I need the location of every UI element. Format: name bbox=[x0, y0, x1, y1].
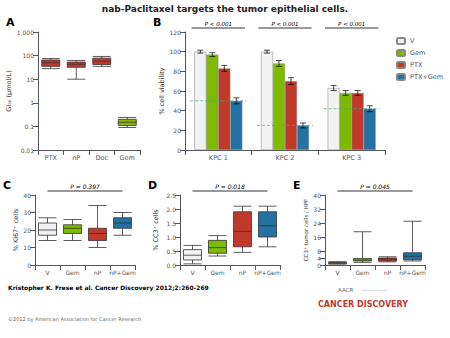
svg-text:0: 0 bbox=[317, 262, 321, 269]
svg-text:GI₅₀ (μmol/L): GI₅₀ (μmol/L) bbox=[5, 70, 13, 111]
svg-text:0.1: 0.1 bbox=[24, 123, 34, 130]
svg-text:P = 0.397: P = 0.397 bbox=[70, 183, 100, 190]
svg-text:40: 40 bbox=[23, 192, 31, 199]
svg-text:V: V bbox=[45, 269, 50, 276]
svg-text:nP: nP bbox=[94, 269, 102, 276]
svg-text:24: 24 bbox=[313, 220, 321, 227]
svg-text:KPC 2: KPC 2 bbox=[276, 154, 295, 162]
svg-text:2.5: 2.5 bbox=[166, 192, 176, 199]
svg-text:KPC 3: KPC 3 bbox=[342, 154, 361, 162]
svg-text:1.5: 1.5 bbox=[166, 220, 176, 227]
svg-text:0.0: 0.0 bbox=[166, 262, 176, 269]
svg-text:nP: nP bbox=[239, 269, 247, 276]
svg-text:10: 10 bbox=[26, 76, 34, 83]
svg-text:nP: nP bbox=[72, 154, 80, 162]
svg-text:C: C bbox=[3, 179, 11, 192]
svg-text:100: 100 bbox=[23, 52, 35, 59]
svg-text:nP: nP bbox=[384, 269, 392, 276]
svg-text:—————: ————— bbox=[362, 287, 387, 293]
svg-text:E: E bbox=[293, 179, 301, 192]
svg-text:8: 8 bbox=[317, 248, 321, 255]
svg-text:nP+Gem: nP+Gem bbox=[399, 269, 426, 276]
svg-text:1: 1 bbox=[30, 99, 34, 106]
svg-text:CC3⁺ tumor cells / HPF: CC3⁺ tumor cells / HPF bbox=[303, 199, 309, 262]
svg-text:% cell viability: % cell viability bbox=[158, 67, 166, 114]
svg-text:100: 100 bbox=[170, 48, 182, 55]
svg-text:120: 120 bbox=[170, 29, 182, 36]
svg-text:0: 0 bbox=[27, 262, 31, 269]
svg-text:30: 30 bbox=[23, 209, 31, 216]
svg-text:32: 32 bbox=[313, 206, 321, 213]
svg-text:% Ki67⁺ cells: % Ki67⁺ cells bbox=[12, 208, 20, 251]
svg-text:nab-Paclitaxel targets the tum: nab-Paclitaxel targets the tumor epithel… bbox=[102, 4, 348, 14]
svg-text:10: 10 bbox=[23, 244, 31, 251]
svg-text:AACR: AACR bbox=[338, 287, 353, 293]
svg-text:©2012 by American Association: ©2012 by American Association for Cancer… bbox=[8, 316, 141, 323]
svg-text:A: A bbox=[6, 16, 15, 29]
svg-text:40: 40 bbox=[173, 107, 181, 114]
svg-text:Gem: Gem bbox=[120, 154, 135, 162]
svg-text:Gem: Gem bbox=[355, 269, 369, 276]
svg-text:B: B bbox=[153, 16, 161, 29]
svg-text:% CC3⁺ cells: % CC3⁺ cells bbox=[152, 209, 160, 251]
svg-text:nP+Gem: nP+Gem bbox=[254, 269, 281, 276]
svg-text:Gem: Gem bbox=[65, 269, 79, 276]
svg-text:Kristopher K. Frese et al. Can: Kristopher K. Frese et al. Cancer Discov… bbox=[8, 284, 209, 292]
svg-text:P = 0.018: P = 0.018 bbox=[215, 183, 245, 190]
svg-text:V: V bbox=[190, 269, 195, 276]
svg-text:PTX: PTX bbox=[45, 154, 58, 162]
svg-text:P < 0.001: P < 0.001 bbox=[338, 21, 365, 27]
svg-text:Gem: Gem bbox=[410, 49, 425, 57]
svg-text:0: 0 bbox=[177, 147, 181, 154]
svg-text:20: 20 bbox=[23, 227, 31, 234]
svg-text:CANCER DISCOVERY: CANCER DISCOVERY bbox=[318, 300, 408, 309]
svg-text:1,000: 1,000 bbox=[17, 29, 34, 36]
svg-text:40: 40 bbox=[313, 192, 321, 199]
svg-text:V: V bbox=[335, 269, 340, 276]
svg-text:Gem: Gem bbox=[210, 269, 224, 276]
svg-text:1.0: 1.0 bbox=[166, 234, 176, 241]
svg-text:nP+Gem: nP+Gem bbox=[109, 269, 136, 276]
svg-text:D: D bbox=[148, 179, 157, 192]
svg-text:16: 16 bbox=[313, 234, 321, 241]
svg-text:80: 80 bbox=[173, 68, 181, 75]
svg-text:20: 20 bbox=[173, 127, 181, 134]
svg-text:2.0: 2.0 bbox=[166, 206, 176, 213]
svg-text:P < 0.001: P < 0.001 bbox=[271, 21, 298, 27]
svg-text:PTX: PTX bbox=[410, 61, 423, 69]
svg-text:V: V bbox=[410, 37, 415, 45]
svg-text:P < 0.001: P < 0.001 bbox=[205, 21, 232, 27]
svg-text:0.01: 0.01 bbox=[21, 147, 35, 154]
svg-text:4: 4 bbox=[317, 255, 321, 262]
svg-text:Doc: Doc bbox=[95, 154, 108, 162]
svg-text:PTX+Gem: PTX+Gem bbox=[410, 73, 443, 81]
svg-text:P = 0.045: P = 0.045 bbox=[360, 183, 390, 190]
svg-text:60: 60 bbox=[173, 88, 181, 95]
svg-text:KPC 1: KPC 1 bbox=[209, 154, 228, 162]
svg-text:0.5: 0.5 bbox=[166, 248, 176, 255]
